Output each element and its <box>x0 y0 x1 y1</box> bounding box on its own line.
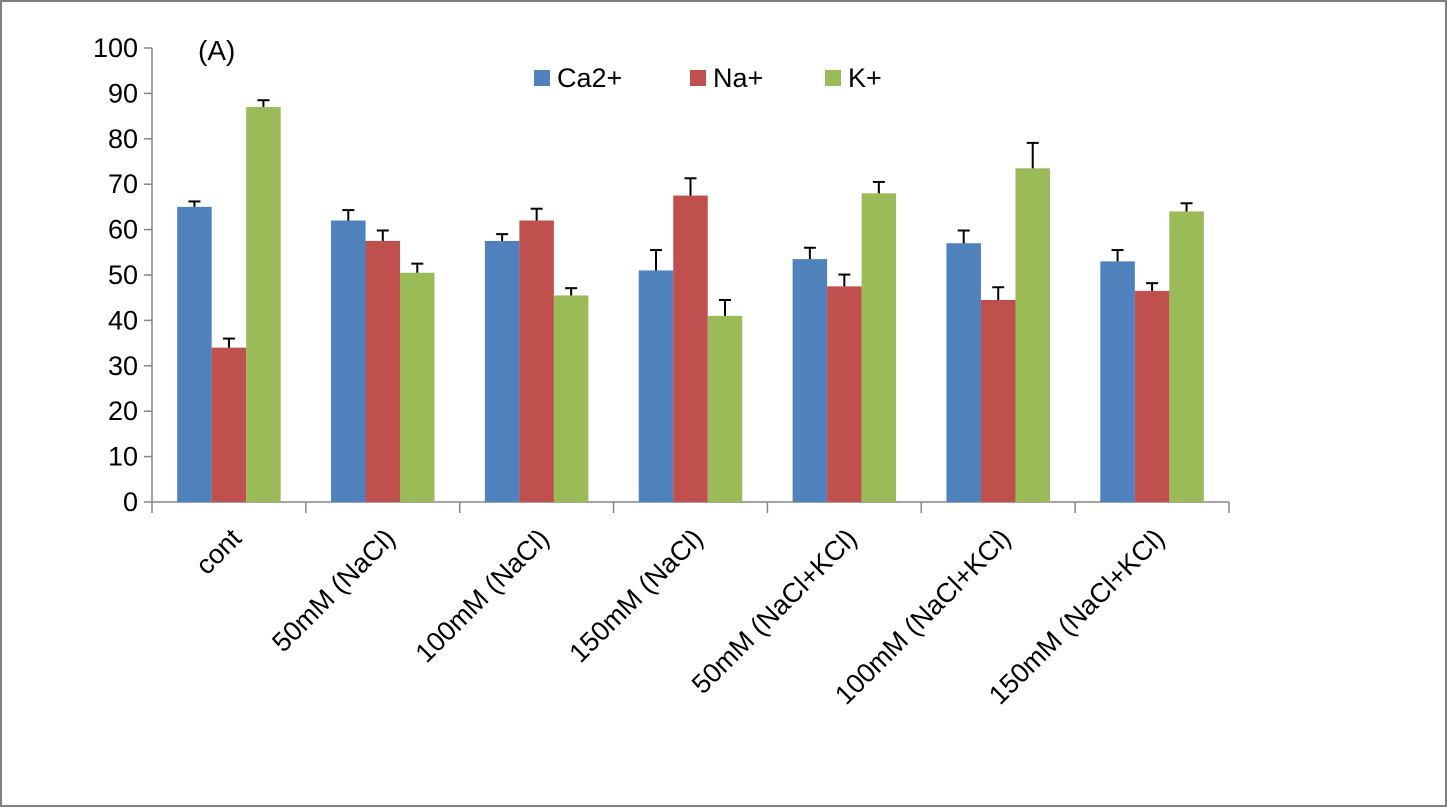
bar-K-6 <box>1169 211 1204 502</box>
x-category-label-3: 150mM (NaCl) <box>563 523 708 668</box>
bar-Ca2-3 <box>638 270 674 502</box>
legend-label-Na: Na+ <box>713 63 763 93</box>
bar-Na-3 <box>673 195 708 503</box>
y-tick-label-20: 20 <box>108 396 138 426</box>
bar-K-3 <box>707 315 743 502</box>
bar-K-0 <box>246 107 281 503</box>
bars <box>177 107 1204 503</box>
y-tick-label-90: 90 <box>108 78 138 108</box>
y-tick-label-10: 10 <box>108 442 138 472</box>
bar-Na-0 <box>211 347 247 502</box>
bar-Na-5 <box>980 299 1016 502</box>
bar-Ca2-0 <box>177 206 212 502</box>
bar-Ca2-2 <box>484 240 520 502</box>
y-tick-label-100: 100 <box>93 33 138 63</box>
y-tick-label-60: 60 <box>108 215 138 245</box>
legend: Ca2+ Na+ K+ <box>534 63 882 93</box>
legend-swatch-Na <box>690 70 706 86</box>
legend-label-Ca2: Ca2+ <box>557 63 622 93</box>
y-tick-label-30: 30 <box>108 351 138 381</box>
bar-Ca2-6 <box>1100 261 1135 502</box>
y-tick-label-50: 50 <box>108 260 138 290</box>
bar-Na-6 <box>1134 290 1170 502</box>
legend-swatch-K <box>825 70 841 86</box>
bar-K-4 <box>861 193 897 502</box>
y-tick-label-80: 80 <box>108 124 138 154</box>
bar-K-5 <box>1015 168 1050 502</box>
bar-Na-2 <box>519 220 554 502</box>
panel-annotation: (A) <box>198 35 235 66</box>
x-category-label-4: 50mM (NaCl+KCl) <box>686 523 863 700</box>
legend-swatch-Ca2 <box>534 70 550 86</box>
bar-Na-4 <box>827 286 862 502</box>
error-bars <box>188 99 1193 348</box>
x-category-label-5: 100mM (NaCl+KCl) <box>829 523 1016 710</box>
y-tick-label-70: 70 <box>108 169 138 199</box>
bar-K-1 <box>400 272 435 502</box>
legend-label-K: K+ <box>848 63 882 93</box>
y-tick-label-40: 40 <box>108 305 138 335</box>
bar-Na-1 <box>365 240 401 502</box>
x-category-label-1: 50mM (NaCl) <box>266 523 401 658</box>
x-category-label-2: 100mM (NaCl) <box>410 523 555 668</box>
x-category-label-0: cont <box>190 523 248 581</box>
bar-Ca2-4 <box>792 259 828 502</box>
y-tick-label-0: 0 <box>123 487 138 517</box>
bar-Ca2-1 <box>331 220 366 502</box>
x-category-label-6: 150mM (NaCl+KCl) <box>983 523 1170 710</box>
bar-K-2 <box>553 295 589 502</box>
bar-Ca2-5 <box>946 243 981 502</box>
